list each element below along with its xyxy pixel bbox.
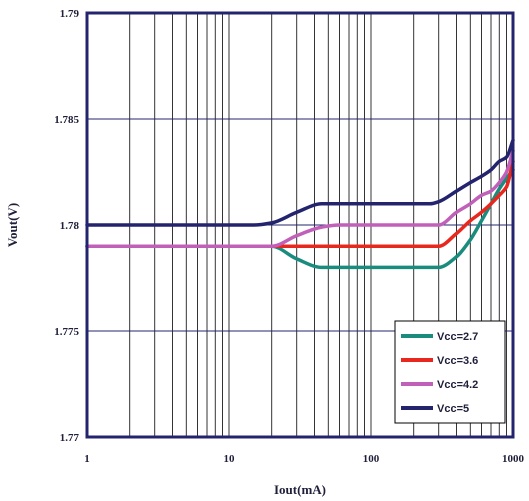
x-tick-label: 1000 [502, 453, 525, 465]
series-line-vcc-5 [85, 138, 515, 227]
legend-label: Vcc=4.2 [437, 379, 478, 391]
x-tick-label: 10 [224, 453, 236, 465]
legend-label: Vcc=2.7 [437, 331, 478, 343]
series-layer [85, 138, 515, 270]
legend-label: Vcc=5 [437, 403, 469, 415]
y-tick-label: 1.775 [54, 326, 79, 338]
plot-area-frame [85, 11, 515, 439]
y-tick-label: 1.77 [60, 432, 80, 444]
legend-label: Vcc=3.6 [437, 355, 478, 367]
y-tick-label: 1.79 [60, 8, 80, 20]
x-axis-title: Iout(mA) [274, 482, 326, 497]
y-tick-label: 1.785 [54, 114, 79, 126]
series-line-vcc-4-2 [85, 149, 515, 248]
y-tick-label: 1.78 [60, 220, 80, 232]
tick-labels: 1 10 100 1000 1.77 1.775 1.78 1.785 1.79 [54, 8, 524, 465]
x-tick-label: 100 [363, 453, 380, 465]
y-axis-title: Vout(V) [5, 203, 20, 247]
x-tick-label: 1 [84, 453, 90, 465]
legend: Vcc=2.7 Vcc=3.6 Vcc=4.2 Vcc=5 [394, 320, 506, 424]
